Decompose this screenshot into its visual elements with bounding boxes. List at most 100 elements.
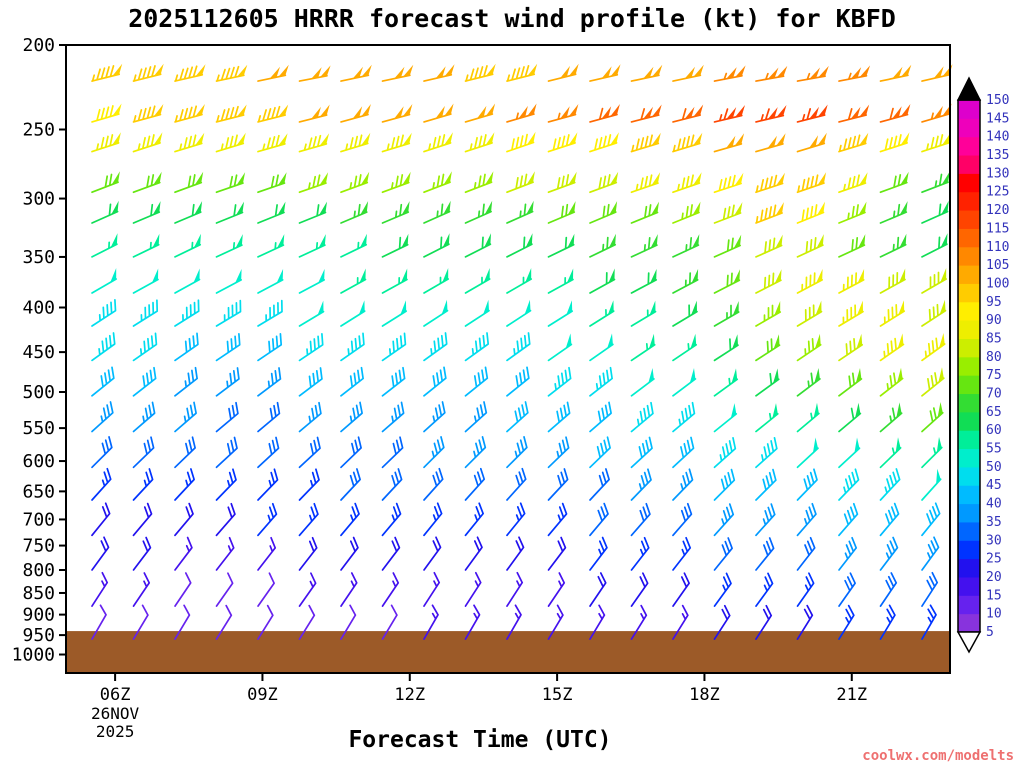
wind-barb bbox=[215, 134, 245, 153]
barb-pennant bbox=[776, 172, 785, 186]
barb-pennant bbox=[236, 104, 247, 117]
wind-barb bbox=[713, 204, 742, 224]
wind-barb bbox=[298, 572, 317, 607]
y-tick-label: 600 bbox=[22, 451, 55, 472]
colorbar-cell bbox=[958, 136, 980, 156]
wind-barb bbox=[879, 447, 902, 469]
barb-pennant bbox=[817, 132, 827, 146]
wind-barb bbox=[755, 237, 783, 258]
wind-barb bbox=[547, 604, 564, 640]
wind-barb bbox=[713, 338, 739, 362]
barb-pennant bbox=[195, 132, 205, 146]
barb-pennant bbox=[394, 106, 404, 119]
wind-barb bbox=[879, 174, 908, 194]
barb-pennant bbox=[735, 65, 746, 78]
barb-pennant bbox=[153, 104, 164, 117]
barb-pennant bbox=[850, 67, 862, 79]
wind-barb bbox=[672, 572, 690, 607]
wind-barb bbox=[174, 105, 203, 123]
colorbar-label: 25 bbox=[986, 552, 1002, 567]
wind-barb bbox=[340, 203, 368, 224]
wind-barb bbox=[796, 502, 817, 537]
wind-barb bbox=[91, 467, 112, 501]
wind-barb bbox=[464, 173, 493, 194]
wind-barb bbox=[464, 236, 492, 258]
wind-barb bbox=[257, 242, 285, 258]
y-tick-label: 900 bbox=[22, 605, 55, 626]
wind-barb bbox=[589, 502, 609, 537]
wind-barb bbox=[298, 604, 316, 640]
wind-barb bbox=[547, 502, 568, 537]
wind-barb bbox=[879, 337, 905, 362]
wind-barb bbox=[796, 304, 823, 327]
wind-barb bbox=[630, 604, 648, 640]
wind-barb bbox=[921, 536, 940, 571]
barb-pennant bbox=[900, 171, 909, 185]
wind-barb bbox=[630, 401, 654, 433]
wind-barb bbox=[423, 467, 444, 501]
wind-barb bbox=[340, 468, 361, 501]
wind-barb bbox=[381, 401, 405, 433]
wind-barb bbox=[630, 536, 650, 571]
barb-pennant bbox=[693, 104, 704, 117]
wind-barb bbox=[340, 332, 365, 362]
wind-barb bbox=[672, 536, 692, 571]
wind-barb bbox=[91, 604, 107, 640]
wind-barb bbox=[547, 310, 574, 327]
barb-pennant bbox=[560, 65, 570, 79]
wind-barb bbox=[423, 236, 450, 258]
barb-pennant bbox=[809, 67, 820, 79]
wind-barb bbox=[755, 503, 776, 537]
wind-barb bbox=[796, 372, 821, 397]
wind-barb bbox=[672, 108, 702, 123]
wind-barb bbox=[589, 604, 606, 640]
wind-barb bbox=[91, 366, 115, 397]
wind-barb bbox=[713, 503, 735, 537]
wind-barb bbox=[464, 436, 487, 469]
wind-barb bbox=[257, 332, 283, 362]
wind-barb bbox=[630, 572, 649, 607]
wind-barb bbox=[257, 204, 285, 224]
wind-barb bbox=[423, 276, 450, 294]
wind-barb bbox=[91, 332, 116, 362]
barb-pennant bbox=[892, 106, 902, 119]
wind-barb bbox=[589, 271, 616, 294]
wind-barb bbox=[506, 203, 534, 224]
barb-pennant bbox=[278, 133, 288, 146]
barb-pennant bbox=[684, 66, 695, 79]
wind-barb bbox=[91, 134, 120, 153]
wind-barb bbox=[838, 272, 865, 294]
barb-pennant bbox=[477, 105, 487, 119]
wind-barb bbox=[298, 74, 328, 82]
wind-barb bbox=[921, 571, 939, 607]
wind-barb bbox=[672, 502, 693, 537]
wind-barb bbox=[796, 468, 818, 501]
barb-pennant bbox=[767, 135, 777, 149]
wind-barb bbox=[879, 236, 907, 258]
wind-barb bbox=[464, 203, 492, 224]
wind-barb bbox=[879, 203, 908, 224]
wind-barb bbox=[381, 276, 408, 294]
wind-barb bbox=[132, 536, 152, 571]
wind-barb bbox=[298, 367, 323, 397]
wind-barb bbox=[547, 436, 570, 469]
wind-barb bbox=[547, 73, 577, 82]
wind-barb bbox=[589, 436, 611, 469]
wind-barb bbox=[755, 143, 784, 153]
wind-barb bbox=[174, 65, 204, 82]
barb-pennant bbox=[643, 66, 654, 79]
barb-pennant bbox=[195, 104, 205, 117]
wind-barb bbox=[589, 572, 607, 607]
wind-barb bbox=[547, 401, 571, 433]
wind-barb bbox=[381, 366, 406, 397]
wind-barb bbox=[174, 604, 191, 640]
barb-pennant bbox=[444, 132, 453, 146]
barb-pennant bbox=[900, 132, 910, 146]
wind-barb bbox=[879, 572, 898, 607]
colorbar-cell bbox=[958, 613, 980, 633]
colorbar-label: 75 bbox=[986, 368, 1002, 383]
barb-pennant bbox=[402, 132, 412, 146]
wind-barb bbox=[340, 113, 369, 123]
wind-barb bbox=[132, 572, 151, 607]
colorbar-label: 55 bbox=[986, 442, 1002, 457]
